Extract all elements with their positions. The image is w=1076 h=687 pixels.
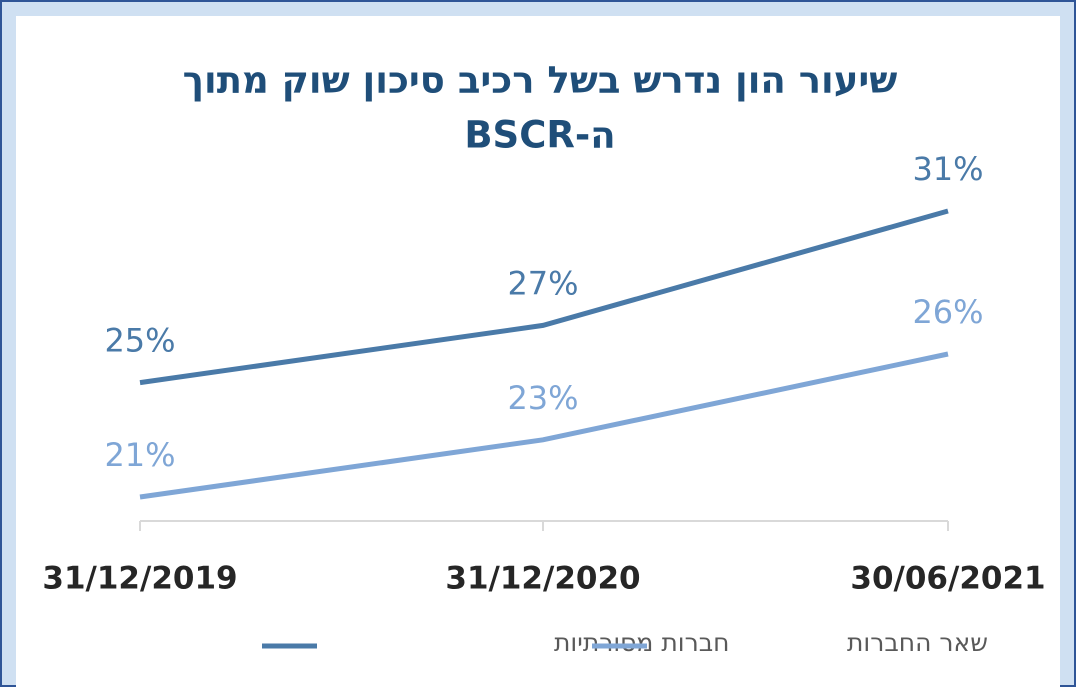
data-label: 26% xyxy=(912,293,983,331)
series-line xyxy=(139,351,949,500)
plot-area xyxy=(16,16,1060,687)
data-label: 31% xyxy=(912,150,983,188)
chart-title: ה-BSCR xyxy=(464,114,615,157)
data-label: 27% xyxy=(507,264,578,302)
series-line xyxy=(139,208,949,386)
x-tick-label: 31/12/2019 xyxy=(42,561,237,597)
data-label: 25% xyxy=(104,322,175,360)
legend-label: חברות מסורתיות xyxy=(554,628,729,657)
legend-label: שאר החברות xyxy=(847,628,988,657)
chart-title: שיעור הון נדרש בשל רכיב סיכון שוק מתוך xyxy=(183,59,898,102)
x-tick-label: 30/06/2021 xyxy=(850,561,1045,597)
data-label: 21% xyxy=(104,436,175,474)
x-tick-label: 31/12/2020 xyxy=(445,561,640,597)
data-label: 23% xyxy=(507,379,578,417)
